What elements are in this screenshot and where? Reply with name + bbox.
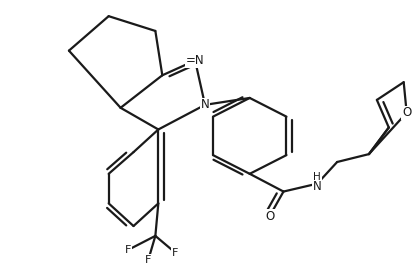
Text: F: F: [145, 254, 152, 265]
Text: F: F: [126, 245, 132, 255]
Text: O: O: [402, 106, 411, 119]
Text: O: O: [265, 210, 274, 223]
Text: H
N: H N: [313, 173, 322, 194]
Text: H: H: [314, 172, 321, 182]
Text: N: N: [313, 180, 322, 193]
Text: N: N: [201, 98, 209, 111]
Text: =N: =N: [186, 54, 204, 67]
Text: F: F: [172, 248, 178, 258]
